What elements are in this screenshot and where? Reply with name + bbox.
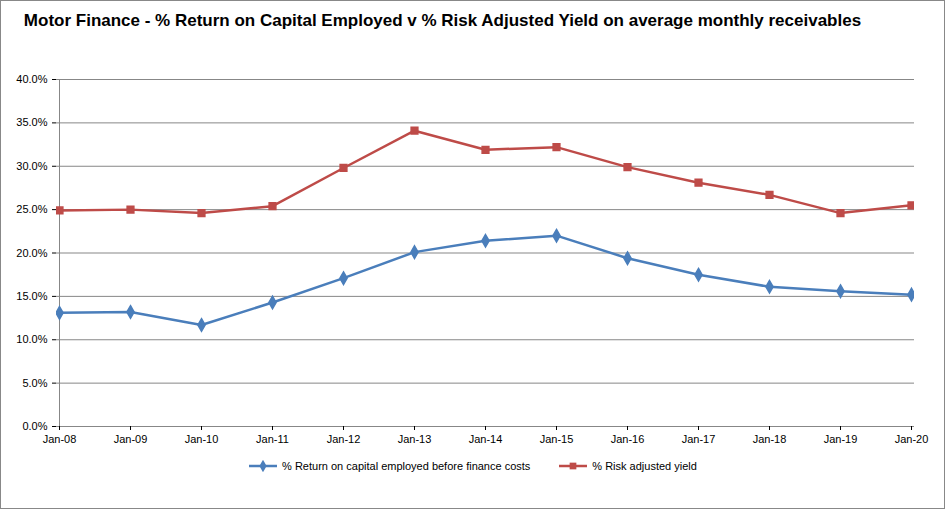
svg-text:Jan-09: Jan-09 xyxy=(114,433,148,445)
svg-text:25.0%: 25.0% xyxy=(16,203,47,215)
svg-text:40.0%: 40.0% xyxy=(16,73,47,85)
svg-text:Jan-13: Jan-13 xyxy=(398,433,432,445)
svg-text:10.0%: 10.0% xyxy=(16,333,47,345)
svg-text:0.0%: 0.0% xyxy=(22,420,47,432)
html-text:% Risk adjusted yield: % Risk adjusted yield xyxy=(592,460,697,472)
svg-text:5.0%: 5.0% xyxy=(22,377,47,389)
svg-text:15.0%: 15.0% xyxy=(16,290,47,302)
svg-text:Jan-12: Jan-12 xyxy=(327,433,361,445)
svg-text:20.0%: 20.0% xyxy=(16,247,47,259)
svg-text:Jan-18: Jan-18 xyxy=(753,433,787,445)
svg-text:Jan-10: Jan-10 xyxy=(185,433,219,445)
svg-text:Jan-20: Jan-20 xyxy=(895,433,929,445)
svg-text:30.0%: 30.0% xyxy=(16,160,47,172)
svg-text:Jan-15: Jan-15 xyxy=(540,433,574,445)
svg-text:Jan-14: Jan-14 xyxy=(469,433,503,445)
html-text:% Return on capital employed b: % Return on capital employed before fina… xyxy=(282,460,531,472)
svg-text:Jan-08: Jan-08 xyxy=(43,433,77,445)
svg-text:Jan-11: Jan-11 xyxy=(256,433,289,445)
svg-text:Jan-17: Jan-17 xyxy=(682,433,716,445)
svg-text:Jan-19: Jan-19 xyxy=(824,433,858,445)
html-text:Motor Finance - % Return on Ca: Motor Finance - % Return on Capital Empl… xyxy=(23,11,862,30)
svg-text:35.0%: 35.0% xyxy=(16,116,47,128)
svg-text:Jan-16: Jan-16 xyxy=(611,433,645,445)
